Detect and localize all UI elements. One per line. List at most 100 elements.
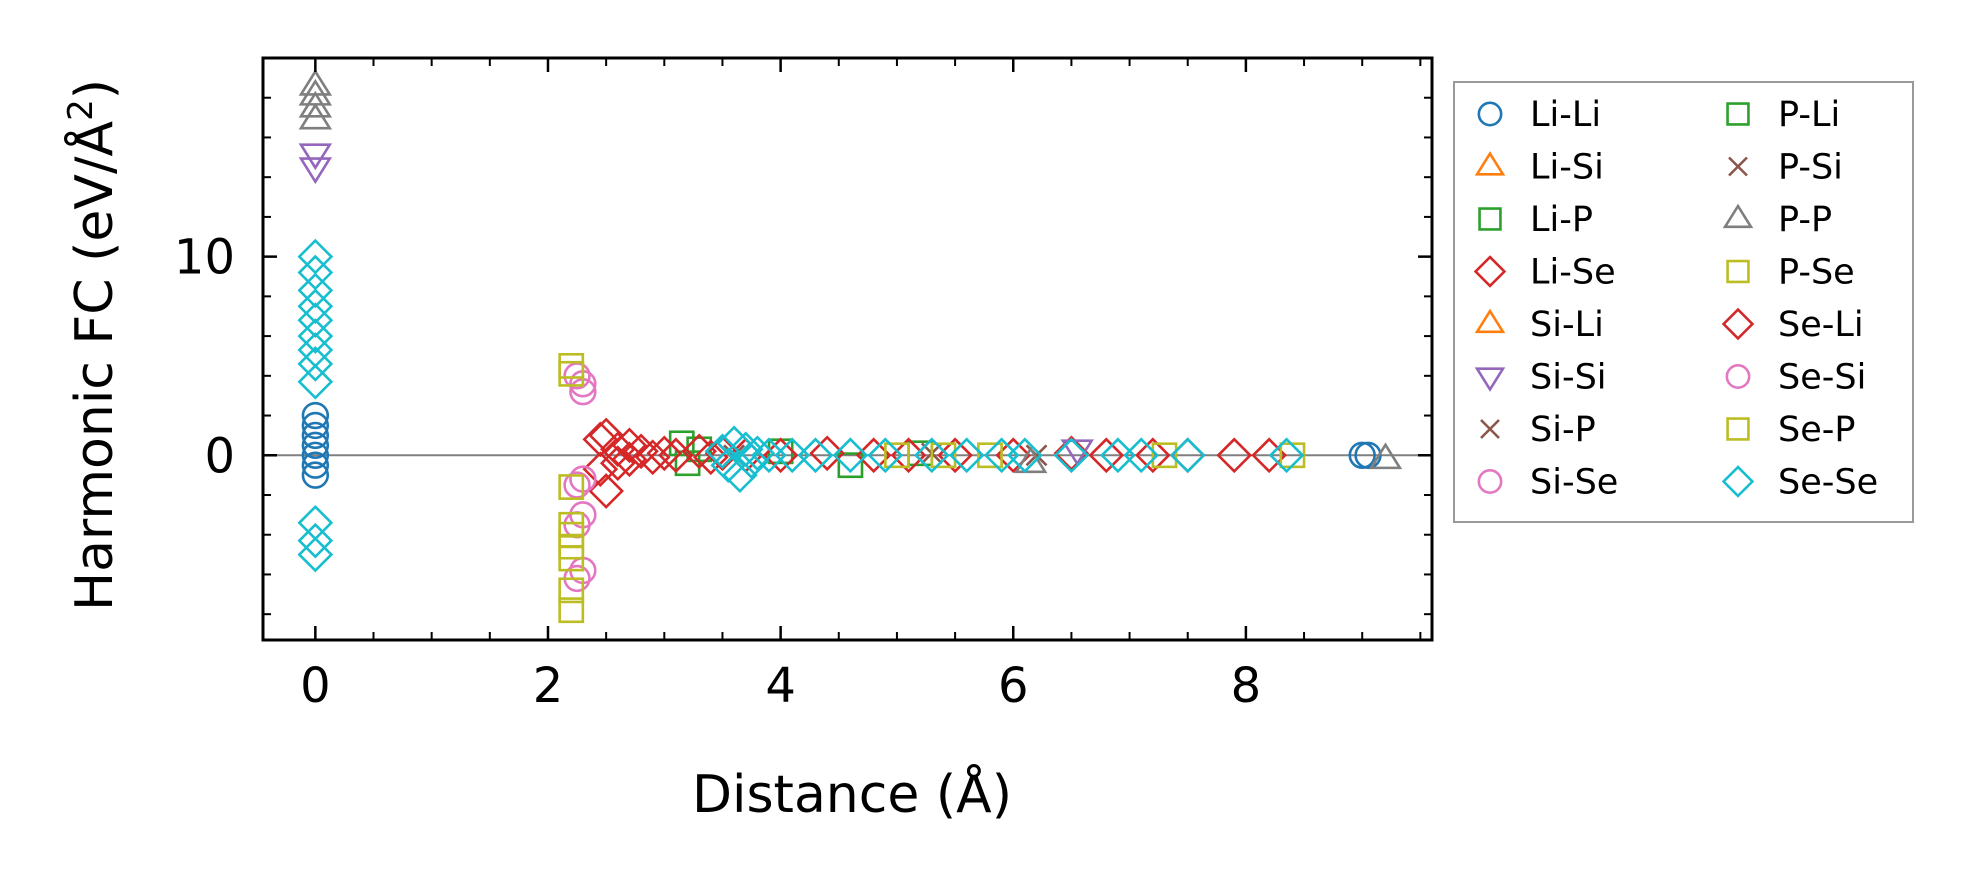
- data-point: [722, 457, 758, 493]
- data-point: [623, 433, 659, 470]
- data-point: [558, 597, 585, 624]
- data-point: [913, 437, 950, 474]
- data-point: [809, 435, 845, 472]
- legend-item: P-Se: [1726, 253, 1855, 293]
- legend-marker: [1721, 307, 1755, 341]
- legend-marker: [1480, 419, 1500, 439]
- data-point: [298, 68, 333, 96]
- y-tick-label: 10: [174, 230, 235, 286]
- legend-marker: [1473, 255, 1507, 288]
- legend-item: Se-Se: [1721, 463, 1878, 503]
- legend-item: Se-Li: [1721, 305, 1864, 345]
- data-point: [297, 272, 334, 309]
- data-point: [1134, 437, 1171, 474]
- legend-marker: [1477, 101, 1503, 127]
- data-point: [599, 445, 636, 482]
- series-p-p: [298, 68, 1403, 474]
- legend-item: Se-P: [1726, 410, 1856, 450]
- data-point: [739, 435, 776, 472]
- data-point: [1368, 442, 1403, 470]
- data-point: [797, 437, 834, 474]
- data-point: [297, 504, 334, 541]
- data-point: [716, 425, 752, 462]
- data-point: [301, 461, 330, 489]
- data-point: [704, 435, 741, 472]
- legend-marker: [1728, 156, 1748, 177]
- legend-label: P-P: [1778, 200, 1832, 240]
- legend-label: Se-P: [1778, 410, 1856, 450]
- legend-item: Li-P: [1478, 200, 1593, 240]
- legend-label: P-Se: [1778, 253, 1855, 293]
- legend-marker: [1726, 259, 1750, 284]
- x-tick-label: 8: [1231, 658, 1262, 714]
- legend-item: Se-Si: [1725, 358, 1866, 398]
- legend-marker: [1722, 203, 1754, 229]
- data-point: [297, 332, 334, 368]
- data-point: [832, 437, 869, 474]
- legend-marker: [1474, 151, 1506, 176]
- data-point: [1169, 437, 1206, 474]
- x-axis-title: Distance (Å): [692, 763, 1012, 825]
- data-point: [692, 439, 729, 476]
- series-li-li: [301, 401, 1382, 489]
- data-point: [1053, 435, 1090, 472]
- legend-label: Se-Li: [1778, 305, 1864, 345]
- legend-item: Si-Se: [1477, 463, 1618, 503]
- legend-marker: [1477, 469, 1503, 494]
- data-point: [301, 451, 330, 479]
- data-point: [297, 363, 334, 400]
- data-point: [297, 536, 334, 573]
- data-point: [1088, 437, 1125, 474]
- data-point: [588, 473, 624, 509]
- legend-item: Si-P: [1480, 410, 1596, 450]
- data-point: [301, 441, 330, 469]
- data-point: [727, 431, 764, 468]
- legend-item: P-P: [1722, 200, 1832, 240]
- data-point: [611, 427, 648, 464]
- series-p-se: [558, 352, 1306, 624]
- data-point: [588, 417, 624, 454]
- data-point: [297, 288, 334, 325]
- legend-marker: [1726, 417, 1750, 441]
- data-point: [884, 442, 910, 469]
- data-point: [1013, 446, 1048, 474]
- legend-item: P-Si: [1728, 148, 1843, 188]
- legend-item: Li-Li: [1477, 95, 1601, 135]
- data-point: [646, 435, 683, 472]
- y-axis-title-end: ): [65, 79, 125, 99]
- data-points: [297, 68, 1403, 624]
- data-point: [681, 433, 718, 470]
- data-point: [558, 360, 585, 387]
- legend-marker: [1725, 364, 1751, 389]
- y-tick-label: 0: [204, 428, 235, 484]
- x-tick-label: 4: [765, 658, 796, 714]
- data-point: [301, 431, 330, 460]
- plot-frame: [261, 56, 1434, 642]
- data-point: [1216, 437, 1253, 474]
- legend-item: Si-Si: [1474, 358, 1607, 398]
- data-point: [1007, 437, 1043, 474]
- data-point: [297, 318, 334, 354]
- data-point: [297, 346, 334, 382]
- legend-item: P-Li: [1726, 95, 1840, 135]
- data-point: [298, 143, 333, 171]
- y-axis-title-main: Harmonic FC (eV/Å: [63, 120, 125, 611]
- data-point: [774, 437, 811, 474]
- data-point: [298, 78, 333, 106]
- legend-label: Se-Si: [1778, 358, 1866, 398]
- data-point: [1123, 437, 1160, 474]
- legend-marker: [1726, 102, 1750, 126]
- data-point: [983, 437, 1020, 474]
- legend-marker: [1474, 308, 1506, 334]
- data-point: [297, 302, 334, 339]
- legend-label: Li-Se: [1530, 253, 1616, 293]
- legend-label: P-Si: [1778, 148, 1843, 188]
- legend-label: Si-P: [1530, 410, 1596, 450]
- axes: 0 2 4 6 8 0 10: [174, 56, 1434, 714]
- data-point: [867, 437, 904, 474]
- legend-label: P-Li: [1778, 95, 1840, 135]
- legend-label: Li-P: [1530, 200, 1593, 240]
- x-tick-label: 2: [533, 658, 564, 714]
- data-point: [558, 474, 585, 500]
